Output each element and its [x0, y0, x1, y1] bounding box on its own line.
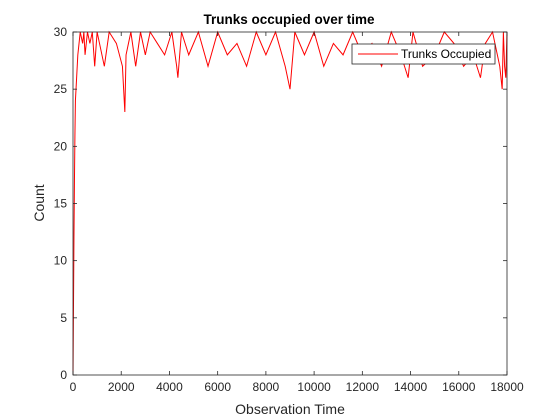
x-tick-label: 8000	[253, 380, 280, 394]
x-tick-label: 14000	[394, 380, 428, 394]
x-tick-label: 4000	[156, 380, 183, 394]
legend-label: Trunks Occupied	[401, 47, 491, 61]
x-tick-label: 2000	[108, 380, 135, 394]
x-tick-label: 0	[70, 380, 77, 394]
y-axis-label: Count	[31, 184, 47, 221]
y-tick-label: 30	[54, 25, 68, 39]
legend-box	[351, 43, 496, 65]
y-tick-label: 25	[54, 82, 68, 96]
x-tick-label: 18000	[490, 380, 524, 394]
x-tick-label: 10000	[297, 380, 331, 394]
y-tick-label: 10	[54, 254, 68, 268]
legend: Trunks Occupied	[351, 43, 496, 65]
x-tick-label: 12000	[346, 380, 380, 394]
y-tick-label: 15	[54, 197, 68, 211]
x-tick-label: 6000	[204, 380, 231, 394]
y-tick-label: 20	[54, 139, 68, 153]
chart-title: Trunks occupied over time	[203, 12, 375, 27]
x-axis-label: Observation Time	[235, 401, 345, 417]
y-tick-label: 0	[60, 368, 67, 382]
y-tick-label: 5	[60, 311, 67, 325]
x-tick-label: 16000	[442, 380, 476, 394]
